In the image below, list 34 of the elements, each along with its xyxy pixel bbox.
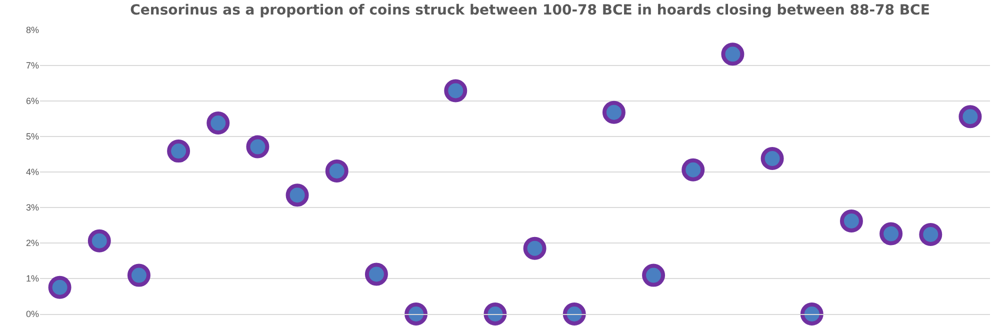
chart-title: Censorinus as a proportion of coins struck between 100-78 BCE in hoards closing between 88-78 BCE [130,2,930,19]
y-tick-label: 0% [26,309,39,320]
point [958,105,982,128]
point [919,222,942,246]
point [642,264,666,287]
point [286,184,309,207]
y-tick-label: 6% [26,96,39,106]
point [602,100,626,124]
point [800,302,824,326]
point [682,158,705,182]
y-tick-label: 2% [26,238,39,248]
y-tick-label: 7% [26,60,39,71]
y-tick-label: 3% [26,202,39,213]
point [206,112,230,134]
point [484,302,507,326]
point [523,236,546,260]
point [880,222,903,246]
point [167,140,190,163]
point [127,264,150,287]
point [246,135,270,158]
point [721,42,744,66]
point [325,159,348,182]
point [444,79,468,102]
point [562,302,586,326]
y-tick-label: 8% [26,25,39,36]
y-tick-label: 1% [26,274,39,284]
y-tick-label: 4% [26,167,39,178]
point [88,229,111,252]
point [760,147,784,170]
point [404,302,428,326]
point [840,209,863,232]
point [48,276,72,299]
point [364,262,388,286]
y-tick-label: 5% [26,132,39,142]
